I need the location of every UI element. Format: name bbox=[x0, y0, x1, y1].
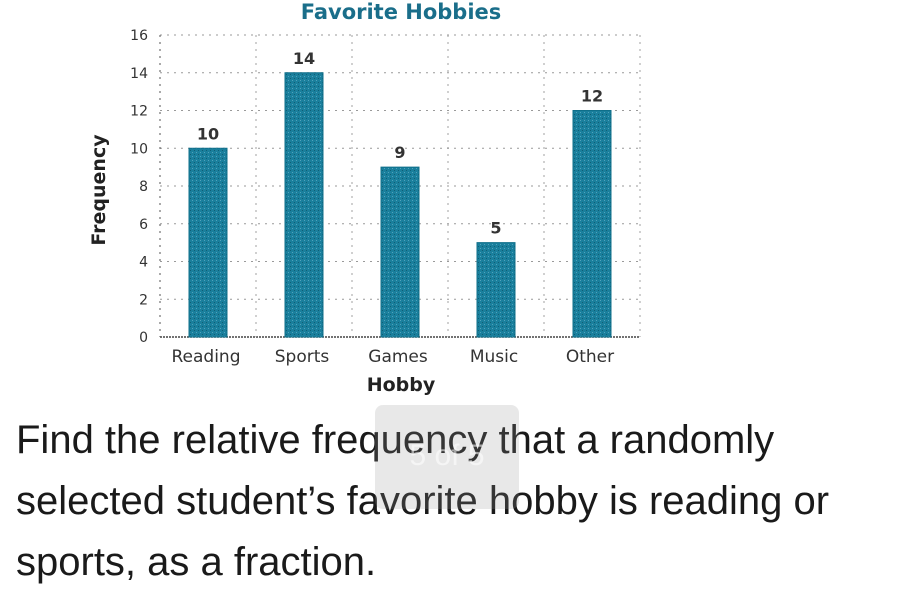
x-axis-title: Hobby bbox=[367, 374, 436, 396]
x-tick-label-other: Other bbox=[566, 347, 614, 367]
bar-sports bbox=[284, 72, 324, 338]
x-tick-label-sports: Sports bbox=[275, 347, 330, 367]
y-tick-label: 2 bbox=[139, 292, 148, 308]
label-layer: 0 2 4 6 8 10 12 14 16 10 Reading 14 Sports 9 Games 5 Mus… bbox=[130, 28, 614, 367]
bar-layer bbox=[188, 72, 612, 338]
bar-other bbox=[572, 110, 612, 338]
y-tick-label: 14 bbox=[130, 66, 148, 82]
x-tick-label-games: Games bbox=[368, 347, 428, 367]
bar-music bbox=[476, 242, 516, 338]
y-tick-label: 10 bbox=[130, 141, 148, 157]
y-tick-label: 16 bbox=[130, 28, 148, 44]
x-tick-label-music: Music bbox=[470, 347, 518, 367]
y-tick-label: 6 bbox=[139, 217, 148, 233]
y-tick-label: 0 bbox=[139, 330, 148, 346]
chart-title: Favorite Hobbies bbox=[301, 0, 502, 24]
data-label-other: 12 bbox=[581, 87, 603, 106]
bar-reading bbox=[188, 147, 228, 338]
y-tick-label: 4 bbox=[139, 255, 148, 271]
data-label-games: 9 bbox=[394, 143, 405, 162]
question-text: Find the relative frequency that a rando… bbox=[16, 418, 830, 584]
data-label-music: 5 bbox=[490, 219, 501, 238]
x-tick-label-reading: Reading bbox=[171, 347, 240, 367]
bar-games bbox=[380, 166, 420, 338]
y-tick-label: 8 bbox=[139, 179, 148, 195]
data-label-sports: 14 bbox=[293, 49, 315, 68]
chart-svg: Favorite Hobbies Frequency Hobby 0 2 4 6 8 10… bbox=[88, 0, 641, 396]
bar-chart: Favorite Hobbies Frequency Hobby 0 2 4 6 8 10… bbox=[88, 0, 641, 396]
y-tick-label: 12 bbox=[130, 104, 148, 120]
y-axis-title: Frequency bbox=[88, 134, 110, 246]
data-label-reading: 10 bbox=[197, 124, 219, 143]
